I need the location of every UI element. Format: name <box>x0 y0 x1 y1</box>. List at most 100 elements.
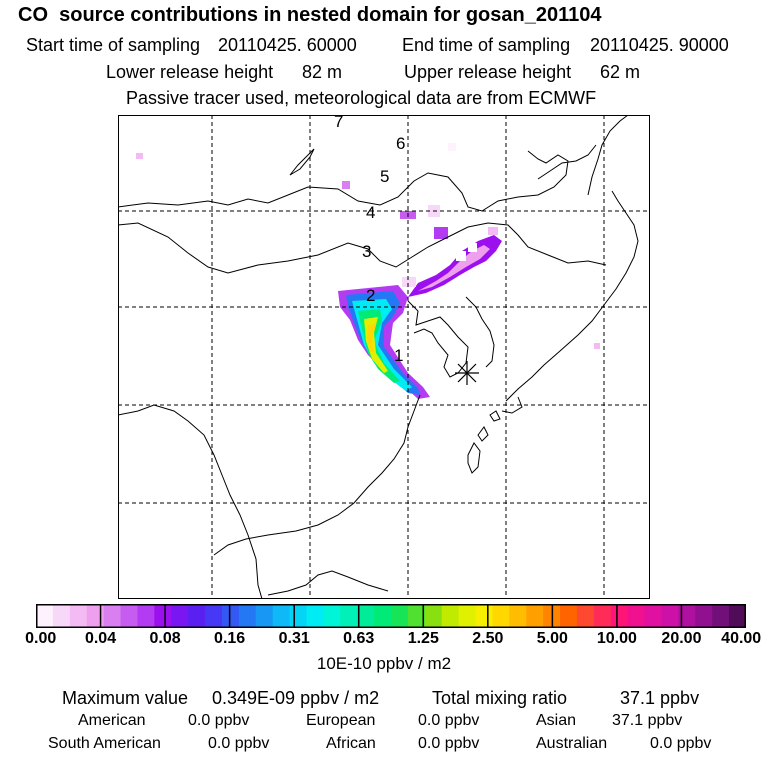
start-time-value: 20110425. 60000 <box>218 35 357 55</box>
northern-border <box>118 150 569 212</box>
plume-patch <box>342 181 350 189</box>
colorbar-cell <box>374 604 392 628</box>
plume-patch <box>448 143 456 151</box>
colorbar-tick-label: 0.08 <box>149 630 181 647</box>
inland-border <box>118 404 263 599</box>
plume-patch <box>468 243 477 252</box>
colorbar-cell <box>36 604 54 628</box>
start-time-label: Start time of sampling <box>26 35 201 55</box>
colorbar-cell <box>289 604 308 628</box>
map-frame <box>118 115 650 599</box>
end-time-value: 20110425. 90000 <box>590 35 729 55</box>
lake-baikal <box>289 148 315 176</box>
region-value-australian: 0.0 ppbv <box>650 735 712 752</box>
colorbar-cell <box>86 604 105 628</box>
upper-release-value: 62 m <box>600 62 641 82</box>
trajectory-label-4: 4 <box>366 203 375 222</box>
total-mixing-value: 37.1 ppbv <box>620 688 700 708</box>
colorbar-cell <box>729 604 746 628</box>
colorbar-cell <box>391 604 409 628</box>
colorbar-tick-label: 0.31 <box>278 630 310 647</box>
colorbar <box>36 604 746 628</box>
border-south-of-mongolia <box>118 222 607 274</box>
colorbar-tick-label: 20.00 <box>661 630 702 647</box>
colorbar-cell <box>255 604 274 628</box>
colorbar-cell <box>576 604 595 628</box>
colorbar-cell <box>458 604 477 628</box>
colorbar-cell <box>323 604 341 628</box>
colorbar-cell <box>306 604 324 628</box>
colorbar-tick-label: 1.25 <box>407 630 439 647</box>
island-coast <box>477 426 489 442</box>
plume-level-8 <box>418 245 490 291</box>
colorbar-tick-label: 10.00 <box>596 630 637 647</box>
colorbar-cell <box>238 604 257 628</box>
concentration-plume <box>136 143 600 399</box>
russia-east-coast <box>537 144 597 180</box>
colorbar-cell <box>424 604 443 628</box>
colorbar-cell <box>644 604 663 628</box>
colorbar-cell <box>492 604 510 628</box>
japan-coast <box>501 396 523 414</box>
region-name-european: European <box>306 712 376 729</box>
trajectory-label-6: 6 <box>396 134 405 153</box>
colorbar-cell <box>509 604 527 628</box>
korea-coast <box>407 300 469 378</box>
colorbar-cell <box>475 604 494 628</box>
colorbar-unit: 10E-10 ppbv / m2 <box>316 654 452 673</box>
colorbar-cell <box>188 604 206 628</box>
colorbar-tick-label: 5.00 <box>536 630 568 647</box>
region-name-african: African <box>326 735 376 752</box>
colorbar-cell <box>661 604 679 628</box>
plume-patch <box>136 153 143 159</box>
total-mixing-label: Total mixing ratio <box>432 688 568 708</box>
region-name-american: American <box>78 712 146 729</box>
sakhalin-coast <box>587 115 629 196</box>
tracer-note: Passive tracer used, meteorological data… <box>126 88 597 108</box>
region-value-european: 0.0 ppbv <box>418 712 480 729</box>
plume-patch <box>594 343 600 349</box>
colorbar-tick-label: 0.04 <box>84 630 117 647</box>
region-name-asian: Asian <box>536 712 577 729</box>
upper-release-label: Upper release height <box>404 62 572 82</box>
china-east-coast <box>213 394 421 556</box>
colorbar-cell <box>441 604 460 628</box>
colorbar-cell <box>120 604 139 628</box>
colorbar-cell <box>340 604 358 628</box>
colorbar-cell <box>205 604 223 628</box>
island-coast <box>489 410 501 422</box>
colorbar-cell <box>357 604 375 628</box>
region-name-australian: Australian <box>536 735 608 752</box>
max-value-label: Maximum value <box>62 688 189 708</box>
colorbar-tick-label: 2.50 <box>472 630 504 647</box>
plume-patch <box>402 277 416 287</box>
trajectory-label-5: 5 <box>380 167 389 186</box>
colorbar-cell <box>69 604 88 628</box>
colorbar-tick-label: 0.00 <box>25 630 57 647</box>
trajectory-label-7: 7 <box>334 115 343 131</box>
colorbar-cell <box>627 604 646 628</box>
end-time-label: End time of sampling <box>402 35 571 55</box>
receptor-asterisk-icon <box>455 361 479 385</box>
colorbar-cell <box>221 604 240 628</box>
colorbar-cell <box>154 604 172 628</box>
japan-coast <box>505 190 639 402</box>
colorbar-tick-label: 0.16 <box>214 630 246 647</box>
region-value-american: 0.0 ppbv <box>188 712 250 729</box>
lower-release-value: 82 m <box>302 62 343 82</box>
plot-title: CO source contributions in nested domain… <box>18 4 602 26</box>
coastlines <box>118 115 639 599</box>
colorbar-cell <box>610 604 629 628</box>
colorbar-cell <box>272 604 291 628</box>
trajectory-label-1: 1 <box>394 346 403 365</box>
colorbar-cell <box>526 604 544 628</box>
colorbar-cell <box>593 604 612 628</box>
lower-release-label: Lower release height <box>106 62 274 82</box>
plume-patch <box>456 251 466 261</box>
plume-level-6 <box>367 323 376 353</box>
colorbar-cell <box>407 604 426 628</box>
colorbar-cell <box>560 604 578 628</box>
colorbar-cell <box>712 604 730 628</box>
region-value-african: 0.0 ppbv <box>418 735 480 752</box>
colorbar-cell <box>171 604 189 628</box>
